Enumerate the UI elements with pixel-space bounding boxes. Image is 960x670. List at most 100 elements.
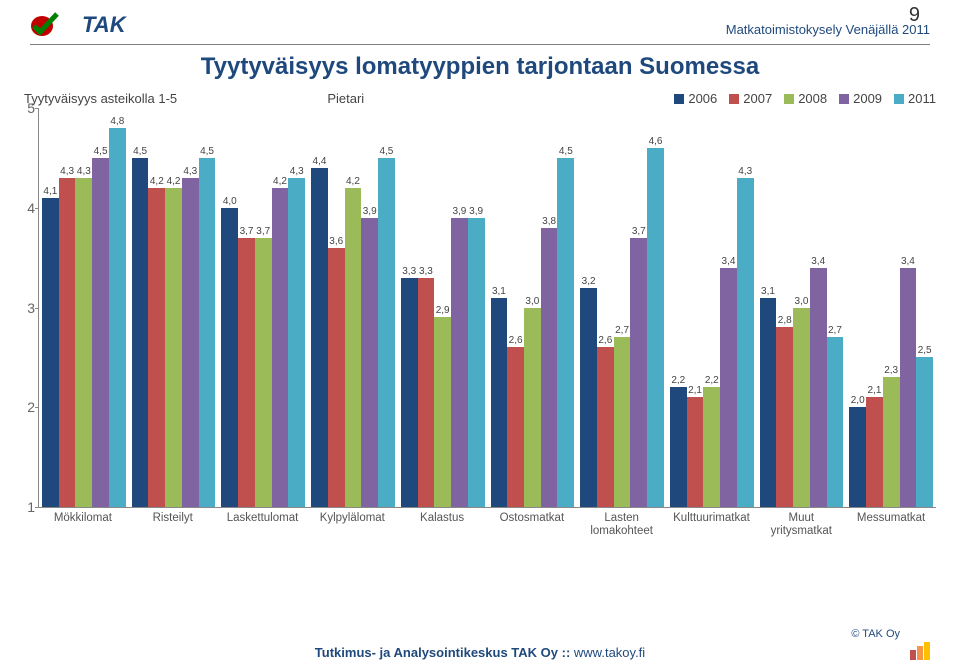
y-tick [35, 507, 39, 508]
x-tick-label: Ostosmatkat [487, 508, 577, 538]
bar-wrap: 3,7 [238, 108, 255, 507]
x-tick-label: Kalastus [397, 508, 487, 538]
bar-value-label: 2,7 [828, 325, 842, 336]
bar [557, 158, 574, 507]
bar-value-label: 4,5 [379, 146, 393, 157]
bar [670, 387, 687, 507]
legend-item: 2008 [784, 91, 827, 106]
bar [737, 178, 754, 507]
bar-value-label: 3,8 [542, 216, 556, 227]
bar-wrap: 2,7 [827, 108, 844, 507]
bar-wrap: 4,2 [165, 108, 182, 507]
bar-wrap: 4,3 [59, 108, 76, 507]
bar-value-label: 3,2 [582, 276, 596, 287]
bar-wrap: 4,5 [92, 108, 109, 507]
bar [255, 238, 272, 507]
bar-wrap: 2,2 [703, 108, 720, 507]
legend: 20062007200820092011 [674, 91, 936, 106]
bar [580, 288, 597, 507]
y-tick [35, 208, 39, 209]
bar-value-label: 4,3 [60, 166, 74, 177]
legend-item: 2009 [839, 91, 882, 106]
x-axis-labels: MökkilomatRisteilytLaskettulomatKylpyläl… [38, 508, 936, 538]
bar-wrap: 4,3 [182, 108, 199, 507]
bar [597, 347, 614, 507]
legend-swatch [784, 94, 794, 104]
bar-value-label: 3,4 [901, 256, 915, 267]
legend-label: 2008 [798, 91, 827, 106]
bar-wrap: 3,0 [524, 108, 541, 507]
bar-value-label: 4,3 [290, 166, 304, 177]
bar [199, 158, 216, 507]
bar-group: 2,22,12,23,44,3 [667, 108, 757, 507]
bar-value-label: 4,5 [94, 146, 108, 157]
bar-wrap: 2,7 [614, 108, 631, 507]
bar [883, 377, 900, 507]
bar [507, 347, 524, 507]
bar-value-label: 3,4 [722, 256, 736, 267]
bar-groups: 4,14,34,34,54,84,54,24,24,34,54,03,73,74… [39, 108, 936, 507]
bar-wrap: 4,5 [378, 108, 395, 507]
bar [272, 188, 289, 507]
bar-wrap: 3,6 [328, 108, 345, 507]
bar [75, 178, 92, 507]
legend-item: 2006 [674, 91, 717, 106]
bar-value-label: 2,6 [598, 335, 612, 346]
bar-wrap: 3,3 [401, 108, 418, 507]
bar-value-label: 3,4 [811, 256, 825, 267]
bar-value-label: 4,2 [167, 176, 181, 187]
bar-group: 3,12,63,03,84,5 [488, 108, 578, 507]
bar [916, 357, 933, 507]
footer-url: www.takoy.fi [574, 645, 645, 660]
bar-wrap: 3,4 [720, 108, 737, 507]
bar-wrap: 3,7 [630, 108, 647, 507]
copyright: © TAK Oy [851, 628, 900, 640]
bar-value-label: 2,5 [918, 345, 932, 356]
bar [434, 317, 451, 507]
bar-wrap: 3,4 [810, 108, 827, 507]
bar-value-label: 4,2 [346, 176, 360, 187]
bar [849, 407, 866, 507]
bar-wrap: 3,9 [361, 108, 378, 507]
legend-label: 2007 [743, 91, 772, 106]
bar-wrap: 4,8 [109, 108, 126, 507]
bar-value-label: 2,7 [615, 325, 629, 336]
bar-group: 3,22,62,73,74,6 [577, 108, 667, 507]
bar-value-label: 2,6 [509, 335, 523, 346]
bar-value-label: 3,0 [795, 296, 809, 307]
bar-value-label: 3,1 [761, 286, 775, 297]
bar-wrap: 2,1 [866, 108, 883, 507]
legend-label: 2006 [688, 91, 717, 106]
y-tick-label: 5 [27, 100, 35, 116]
bar-value-label: 4,3 [183, 166, 197, 177]
bar-wrap: 4,5 [132, 108, 149, 507]
bar-wrap: 3,2 [580, 108, 597, 507]
bar-wrap: 4,5 [557, 108, 574, 507]
bar [687, 397, 704, 507]
header-divider [30, 44, 930, 45]
bar [793, 308, 810, 508]
bar-value-label: 3,7 [256, 226, 270, 237]
bar-value-label: 3,7 [240, 226, 254, 237]
bar-value-label: 3,0 [525, 296, 539, 307]
y-tick-label: 3 [27, 300, 35, 316]
x-tick-label: Laskettulomat [218, 508, 308, 538]
bar-value-label: 2,2 [671, 375, 685, 386]
x-tick-label: Risteilyt [128, 508, 218, 538]
y-tick [35, 308, 39, 309]
x-tick-label: Kylpylälomat [307, 508, 397, 538]
bar [345, 188, 362, 507]
bar-wrap: 3,7 [255, 108, 272, 507]
bar-wrap: 4,1 [42, 108, 59, 507]
x-tick-label: Lasten lomakohteet [577, 508, 667, 538]
bar-value-label: 4,5 [133, 146, 147, 157]
chart-center-label: Pietari [327, 91, 364, 106]
y-tick-label: 1 [27, 499, 35, 515]
bar [92, 158, 109, 507]
bar-wrap: 2,8 [776, 108, 793, 507]
bar [165, 188, 182, 507]
bar [491, 298, 508, 507]
bar-value-label: 4,0 [223, 196, 237, 207]
bar [328, 248, 345, 507]
bar [630, 238, 647, 507]
